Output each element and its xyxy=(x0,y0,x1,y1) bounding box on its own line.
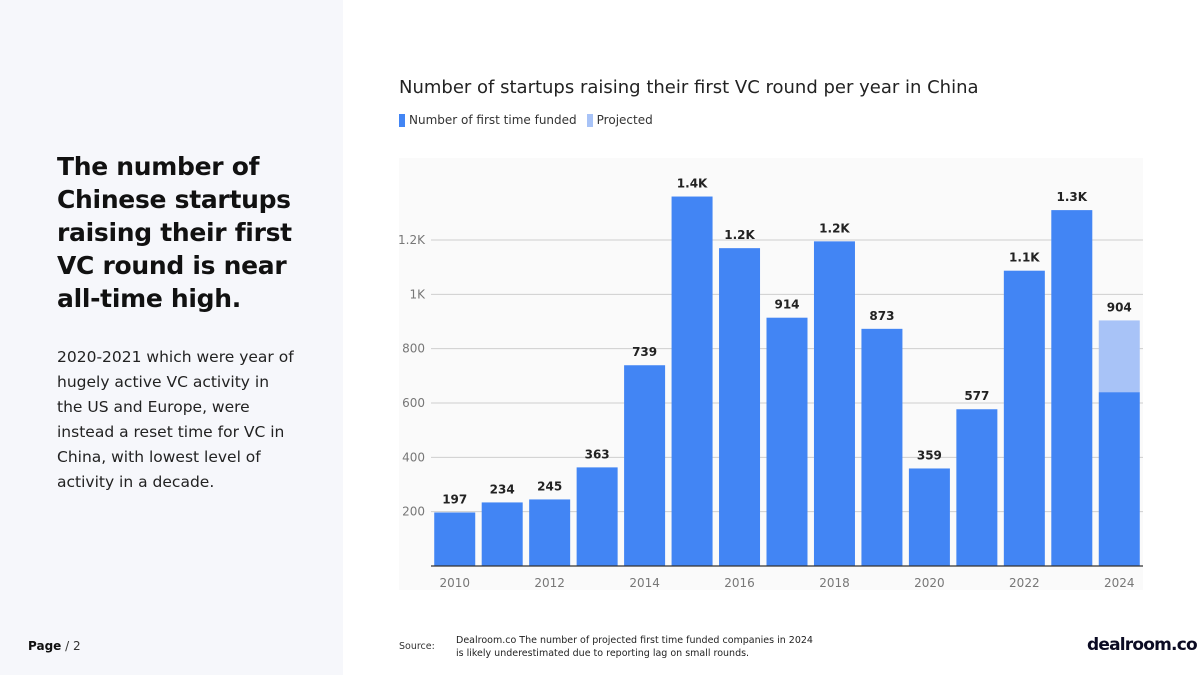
y-tick-label: 200 xyxy=(402,505,425,519)
dealroom-logo: dealroom.co xyxy=(1087,635,1198,655)
source-label: Source: xyxy=(399,641,435,652)
data-label-2011: 234 xyxy=(490,482,515,496)
x-tick-label: 2024 xyxy=(1104,576,1135,590)
data-label-2021: 577 xyxy=(964,389,989,403)
legend-label-funded: Number of first time funded xyxy=(409,113,577,127)
y-tick-label: 1K xyxy=(409,287,426,301)
data-label-2016: 1.2K xyxy=(724,228,755,242)
x-tick-label: 2014 xyxy=(629,576,660,590)
data-label-2013: 363 xyxy=(585,447,610,461)
x-tick-label: 2010 xyxy=(439,576,470,590)
data-label-2014: 739 xyxy=(632,345,657,359)
x-tick-label: 2018 xyxy=(819,576,850,590)
legend-item-funded: Number of first time funded xyxy=(399,113,577,127)
page-indicator: Page / 2 xyxy=(28,639,81,653)
legend-swatch-projected xyxy=(586,113,593,127)
bar-funded-2024 xyxy=(1098,392,1140,566)
y-tick-label: 600 xyxy=(402,396,425,410)
x-tick-label: 2016 xyxy=(724,576,755,590)
bar-funded-2020 xyxy=(908,468,950,566)
chart-legend: Number of first time funded Projected xyxy=(399,113,653,127)
chart-title: Number of startups raising their first V… xyxy=(399,77,979,98)
bar-funded-2012 xyxy=(529,499,571,566)
legend-label-projected: Projected xyxy=(596,113,653,127)
headline: The number of Chinese startups raising t… xyxy=(57,152,292,313)
x-tick-label: 2022 xyxy=(1009,576,1040,590)
bar-funded-2023 xyxy=(1051,210,1093,566)
data-label-2012: 245 xyxy=(537,479,562,493)
bar-projected-2024 xyxy=(1098,320,1140,393)
bar-funded-2016 xyxy=(719,248,761,566)
bar-funded-2021 xyxy=(956,409,998,566)
y-tick-label: 800 xyxy=(402,342,425,356)
data-label-2020: 359 xyxy=(917,448,942,462)
data-label-2023: 1.3K xyxy=(1057,190,1088,204)
bar-funded-2018 xyxy=(813,241,855,566)
bar-funded-2015 xyxy=(671,196,713,567)
data-label-2024: 904 xyxy=(1107,300,1132,314)
source-text: Dealroom.co The number of projected firs… xyxy=(456,635,813,659)
legend-swatch-funded xyxy=(399,113,405,127)
bar-funded-2017 xyxy=(766,317,808,566)
bar-funded-2022 xyxy=(1003,270,1045,566)
page-label: Page xyxy=(28,639,62,653)
data-label-2017: 914 xyxy=(774,298,799,312)
y-tick-label: 1.2K xyxy=(398,233,426,247)
data-label-2015: 1.4K xyxy=(677,177,708,191)
x-tick-label: 2020 xyxy=(914,576,945,590)
bar-funded-2019 xyxy=(861,328,903,566)
legend-item-projected: Projected xyxy=(586,113,653,127)
data-label-2019: 873 xyxy=(869,309,894,323)
bar-funded-2011 xyxy=(481,502,523,566)
x-tick-label: 2012 xyxy=(534,576,565,590)
bar-funded-2014 xyxy=(624,365,666,566)
left-panel xyxy=(0,0,343,675)
data-label-2022: 1.1K xyxy=(1009,251,1040,265)
body-text: 2020-2021 which were year of hugely acti… xyxy=(57,348,294,491)
page-number: / 2 xyxy=(65,639,81,653)
data-label-2018: 1.2K xyxy=(819,221,850,235)
data-label-2010: 197 xyxy=(442,492,467,506)
bar-funded-2010 xyxy=(434,512,476,566)
bar-funded-2013 xyxy=(576,467,618,566)
y-tick-label: 400 xyxy=(402,450,425,464)
